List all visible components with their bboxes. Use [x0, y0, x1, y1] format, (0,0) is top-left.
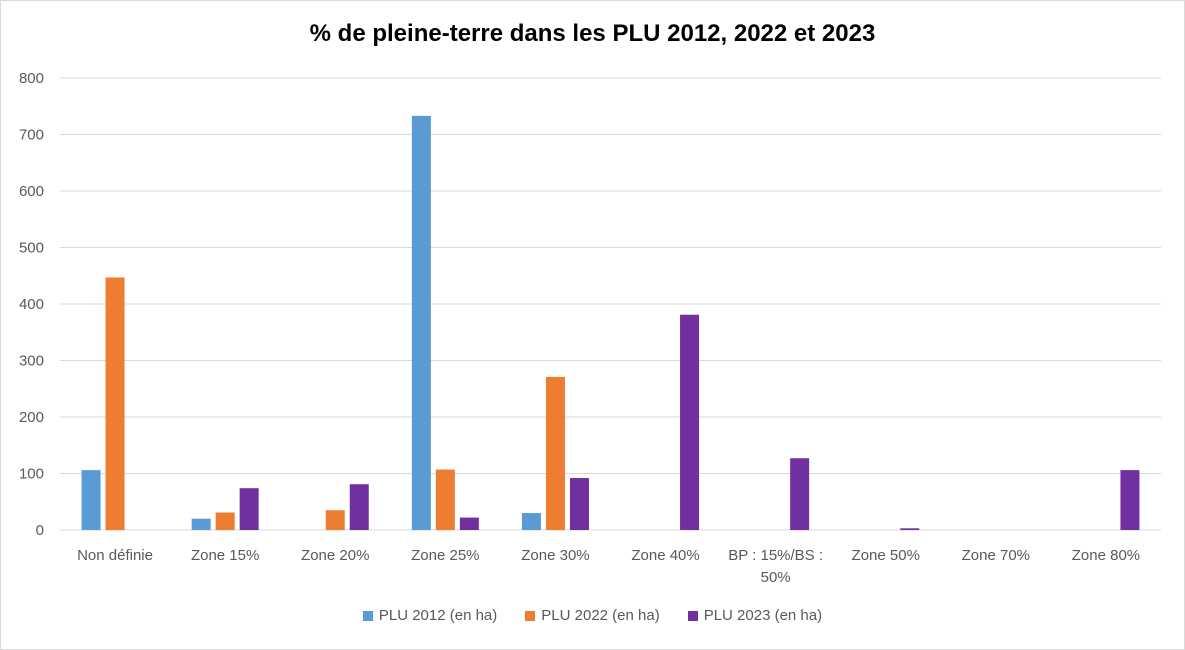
x-tick-label: BP : 15%/BS : [728, 547, 823, 564]
x-tick-label: Zone 30% [521, 547, 589, 564]
y-tick-label: 0 [36, 522, 44, 539]
y-tick-label: 700 [19, 127, 44, 144]
legend-label: PLU 2022 (en ha) [541, 607, 660, 624]
y-tick-label: 800 [19, 70, 44, 87]
x-tick-label: Zone 15% [191, 547, 259, 564]
chart-title: % de pleine-terre dans les PLU 2012, 202… [309, 20, 876, 47]
legend-item: PLU 2023 (en ha) [687, 607, 823, 624]
y-tick-label: 100 [19, 466, 44, 483]
x-tick-label: Zone 40% [631, 547, 699, 564]
bar [680, 314, 700, 530]
y-tick-label: 400 [19, 296, 44, 313]
x-tick-label: Zone 80% [1072, 547, 1140, 564]
bar [545, 376, 565, 530]
bar [1120, 470, 1140, 530]
x-tick-label: Zone 20% [301, 547, 369, 564]
bar [411, 115, 431, 530]
legend-item: PLU 2022 (en ha) [525, 607, 660, 624]
bar [325, 510, 345, 530]
bar [105, 277, 125, 530]
y-tick-label: 500 [19, 240, 44, 257]
y-tick-label: 600 [19, 183, 44, 200]
legend-label: PLU 2023 (en ha) [703, 607, 823, 624]
legend-swatch [687, 610, 698, 621]
bar [215, 512, 235, 530]
y-tick-label: 300 [19, 353, 44, 370]
y-tick-label: 200 [19, 409, 44, 426]
bar [459, 517, 479, 530]
legend-swatch [362, 610, 373, 621]
bar [790, 458, 810, 530]
bar [349, 484, 369, 530]
x-tick-label: Zone 50% [852, 547, 920, 564]
x-tick-label: 50% [761, 569, 791, 586]
x-tick-label: Zone 70% [962, 547, 1030, 564]
bar [569, 478, 589, 530]
bar [239, 488, 259, 530]
x-tick-label: Non définie [77, 547, 153, 564]
chart-legend: PLU 2012 (en ha) PLU 2022 (en ha) PLU 2023… [0, 607, 1185, 624]
x-tick-label: Zone 25% [411, 547, 479, 564]
legend-item: PLU 2012 (en ha) [362, 607, 498, 624]
bar [900, 528, 920, 530]
legend-label: PLU 2012 (en ha) [378, 607, 498, 624]
bar [81, 470, 101, 530]
bar [435, 469, 455, 530]
bar [191, 518, 211, 530]
bar [521, 513, 541, 530]
legend-swatch [525, 610, 536, 621]
